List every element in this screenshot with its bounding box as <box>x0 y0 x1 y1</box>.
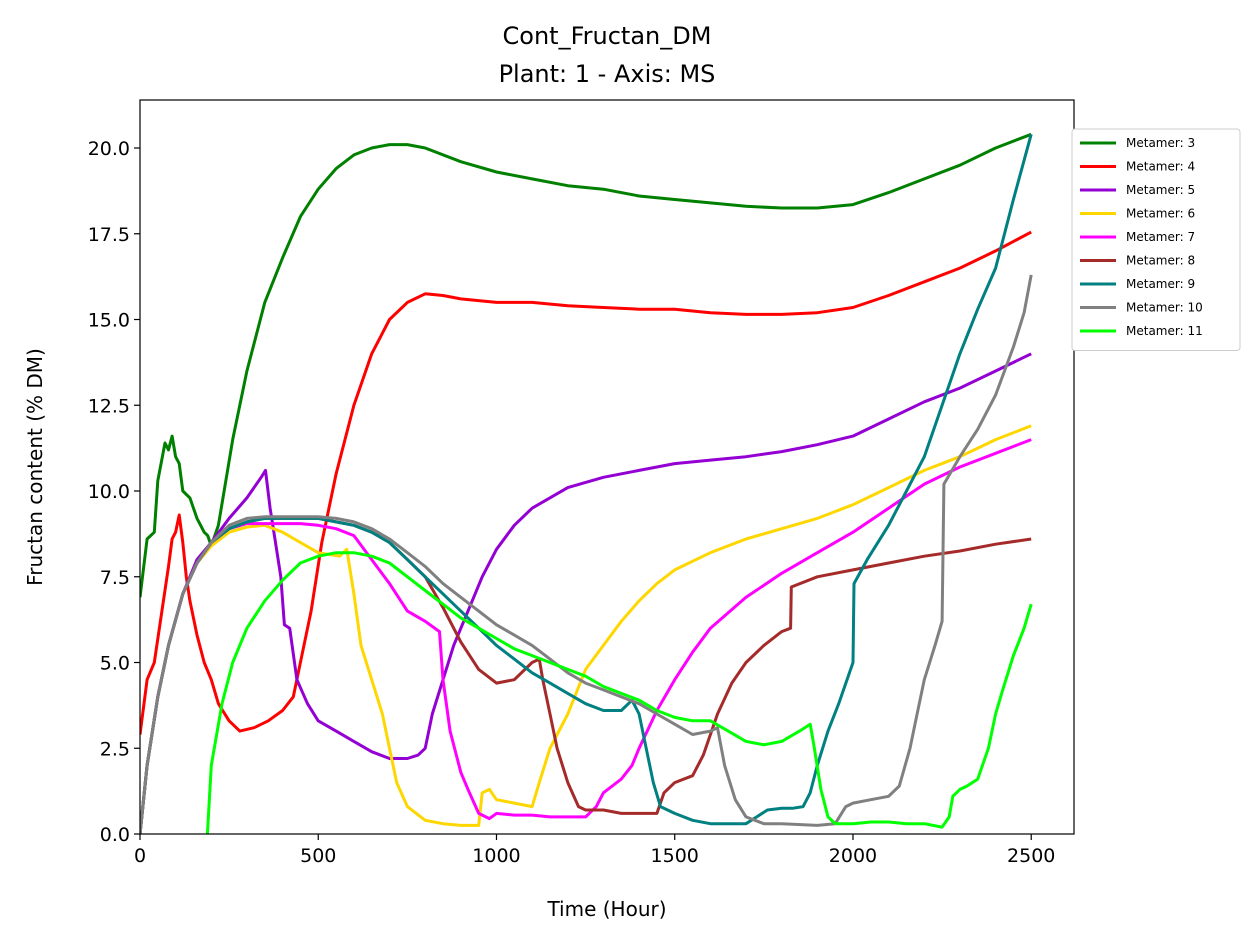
x-tick-label: 0 <box>134 845 146 867</box>
x-tick-label: 2500 <box>1007 845 1055 867</box>
plot-frame <box>139 99 1075 835</box>
legend-label: Metamer: 9 <box>1126 277 1195 291</box>
series-line-metamer-7 <box>140 438 1032 834</box>
y-tick-label: 17.5 <box>88 224 130 246</box>
legend-label: Metamer: 10 <box>1126 301 1203 315</box>
y-tick-label: 20.0 <box>88 138 130 160</box>
series-line-metamer-10 <box>140 274 1033 834</box>
y-axis-label: Fructan content (% DM) <box>23 348 47 586</box>
series-line-metamer-11 <box>205 551 1033 834</box>
x-tick-label: 500 <box>300 845 336 867</box>
y-tick-label: 10.0 <box>88 481 130 503</box>
series-line-metamer-5 <box>140 352 1032 834</box>
legend-label: Metamer: 11 <box>1126 324 1203 338</box>
ticks: 0 500 1000 1500 2000 2500 0.0 2.5 5.0 7.5 10.0 12.5… <box>88 138 1056 867</box>
series-line-metamer-4 <box>140 230 1032 735</box>
y-tick-label: 2.5 <box>100 738 130 760</box>
legend-label: Metamer: 5 <box>1126 183 1195 197</box>
y-tick-label: 15.0 <box>88 310 130 332</box>
series-line-metamer-3 <box>140 132 1032 598</box>
y-tick-label: 5.0 <box>100 653 130 675</box>
x-tick-label: 1500 <box>651 845 699 867</box>
legend-label: Metamer: 7 <box>1126 230 1195 244</box>
x-tick-label: 2000 <box>829 845 877 867</box>
legend-label: Metamer: 3 <box>1126 136 1195 150</box>
series-line-metamer-6 <box>140 424 1032 834</box>
legend-label: Metamer: 4 <box>1126 160 1195 174</box>
legend-label: Metamer: 6 <box>1126 207 1195 221</box>
y-tick-label: 12.5 <box>88 395 130 417</box>
legend-label: Metamer: 8 <box>1126 254 1195 268</box>
x-axis-label: Time (Hour) <box>546 897 666 921</box>
chart-title: Cont_Fructan_DM <box>503 22 712 50</box>
legend-box <box>1071 128 1241 351</box>
y-tick-label: 0.0 <box>100 824 130 846</box>
y-tick-label: 7.5 <box>100 567 130 589</box>
x-tick-label: 1000 <box>472 845 520 867</box>
legend: Metamer: 3 Metamer: 4 Metamer: 5 Metamer: 6… <box>1071 128 1241 351</box>
chart-subtitle: Plant: 1 - Axis: MS <box>499 60 716 88</box>
series-group <box>140 132 1033 834</box>
